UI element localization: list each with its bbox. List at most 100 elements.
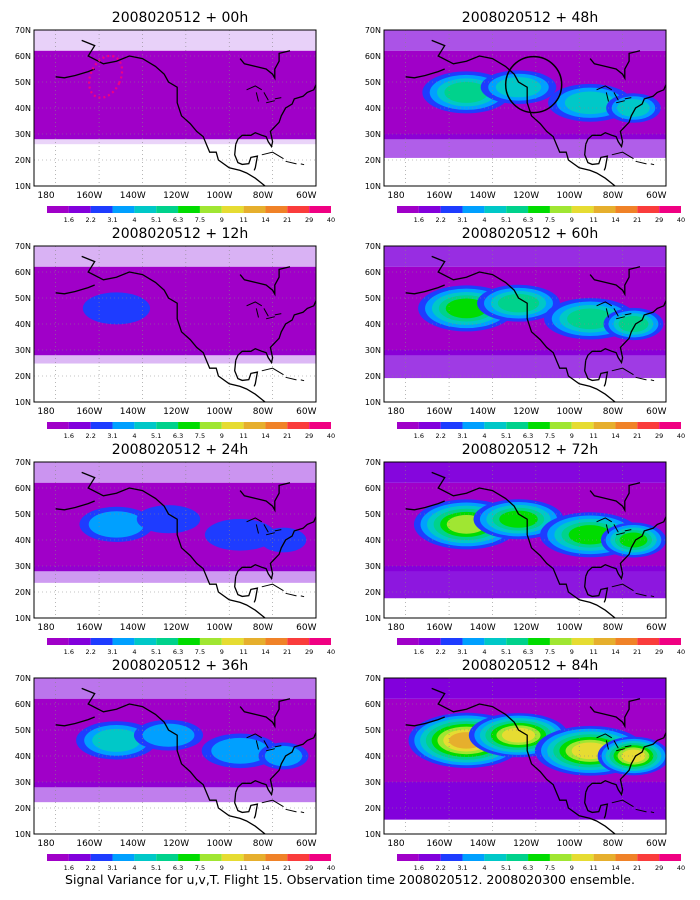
colorbar-label: 1.6: [414, 648, 424, 656]
colorbar-swatch: [221, 638, 244, 645]
colorbar-label: 14: [611, 864, 619, 872]
colorbar-swatch: [418, 206, 441, 213]
colorbar-label: 29: [305, 216, 313, 224]
colorbar-swatch: [571, 638, 594, 645]
lon-tick-label: 60W: [296, 839, 316, 849]
colorbar-label: 40: [327, 216, 335, 224]
lon-tick-label: 180: [37, 623, 54, 633]
colorbar-swatch: [615, 422, 638, 429]
coastline-segment: [55, 716, 95, 727]
colorbar-label: 9: [570, 216, 574, 224]
coastline-segment: [605, 92, 609, 102]
coastline-segment: [405, 68, 445, 79]
coastline-segment: [405, 500, 445, 511]
colorbar-label: 40: [677, 648, 685, 656]
colorbar-swatch: [199, 206, 222, 213]
coastline-segment: [585, 516, 666, 581]
colorbar-label: 4: [132, 432, 136, 440]
colorbar-swatch: [506, 854, 529, 861]
colorbar-label: 6.3: [523, 648, 533, 656]
colorbar-swatch: [528, 854, 550, 861]
coastline-segment: [635, 376, 647, 381]
coastline-segment: [611, 367, 634, 376]
colorbar-swatch: [484, 638, 507, 645]
colorbar-label: 3.1: [107, 432, 117, 440]
lon-tick-label: 80W: [253, 191, 273, 201]
colorbar-label: 4: [482, 432, 486, 440]
colorbar-label: 9: [570, 432, 574, 440]
colorbar-label: 1.6: [64, 216, 74, 224]
colorbar-label: 6.3: [173, 216, 183, 224]
lon-tick-label: 160W: [426, 407, 452, 417]
colorbar-label: 7.5: [545, 648, 555, 656]
colorbar-label: 21: [633, 864, 641, 872]
colorbar-swatch: [484, 422, 507, 429]
colorbar-label: 7.5: [195, 432, 205, 440]
coastline-segment: [596, 301, 613, 307]
variance-contour: [495, 77, 542, 98]
coastline-segment: [265, 100, 275, 104]
map-panel: 2008020512 + 60h 70N 60N 50N 40N 30N 20N 10N 180…: [360, 222, 700, 442]
colorbar-label: 11: [239, 864, 247, 872]
colorbar-label: 7.5: [545, 432, 555, 440]
lon-tick-label: 160W: [76, 191, 102, 201]
colorbar-swatch: [178, 422, 200, 429]
colorbar-label: 4: [132, 216, 136, 224]
colorbar-swatch: [134, 638, 157, 645]
lon-tick-label: 120W: [163, 191, 189, 201]
map-panel: 2008020512 + 84h 70N 60N 50N 40N 30N 20N 10N 180…: [360, 654, 700, 874]
colorbar-label: 5.1: [151, 432, 161, 440]
coastline-segment: [255, 524, 259, 534]
coastline-segment: [589, 266, 641, 297]
colorbar-label: 5.1: [501, 432, 511, 440]
colorbar-label: 7.5: [545, 216, 555, 224]
coastline-segment: [234, 576, 259, 603]
lon-tick-label: 120W: [163, 623, 189, 633]
coastline-segment: [585, 300, 666, 365]
coastline-segment: [261, 151, 284, 160]
colorbar: 1.6 2.2 3.1 4 5.1 6.3 7.5 9 11 14 21 29 40: [47, 638, 335, 656]
lat-tick-label: 20N: [365, 156, 381, 165]
map-canvas: 70N 60N 50N 40N 30N 20N 10N 180 160W 140W 120W 100W…: [365, 242, 685, 440]
variance-band: [384, 678, 666, 699]
lat-tick-label: 20N: [365, 588, 381, 597]
colorbar-label: 11: [589, 864, 597, 872]
colorbar-label: 6.3: [523, 864, 533, 872]
lat-tick-label: 50N: [15, 726, 31, 735]
coastline-segment: [605, 524, 609, 534]
colorbar-swatch: [549, 638, 572, 645]
coastline-segment: [650, 163, 655, 166]
colorbar-label: 3.1: [457, 648, 467, 656]
colorbar-swatch: [462, 638, 485, 645]
lat-tick-label: 70N: [15, 458, 31, 467]
lon-tick-label: 160W: [426, 839, 452, 849]
colorbar-label: 29: [655, 216, 663, 224]
variance-band: [384, 246, 666, 267]
colorbar-swatch: [112, 854, 135, 861]
colorbar-label: 14: [261, 864, 269, 872]
colorbar-label: 29: [305, 432, 313, 440]
colorbar-swatch: [112, 638, 135, 645]
colorbar-swatch: [418, 638, 441, 645]
colorbar-label: 9: [220, 216, 224, 224]
lat-tick-label: 70N: [365, 458, 381, 467]
lat-tick-label: 10N: [365, 398, 381, 407]
variance-field: [34, 462, 316, 583]
map-frame: [33, 245, 317, 403]
coastline: [405, 471, 666, 618]
panel-title: 2008020512 + 00h: [111, 10, 249, 26]
colorbar-swatch: [637, 206, 660, 213]
colorbar-label: 1.6: [414, 216, 424, 224]
lon-tick-label: 160W: [76, 407, 102, 417]
colorbar-label: 21: [283, 432, 291, 440]
variance-field: [34, 678, 316, 803]
colorbar-swatch: [571, 422, 594, 429]
coastline-segment: [285, 160, 297, 165]
coastline-segment: [605, 740, 609, 750]
variance-band: [34, 678, 316, 699]
lon-tick-label: 100W: [556, 839, 582, 849]
coastline-segment: [274, 313, 282, 316]
colorbar-swatch: [506, 206, 529, 213]
coastline-segment: [274, 529, 282, 532]
colorbar-swatch: [221, 206, 244, 213]
